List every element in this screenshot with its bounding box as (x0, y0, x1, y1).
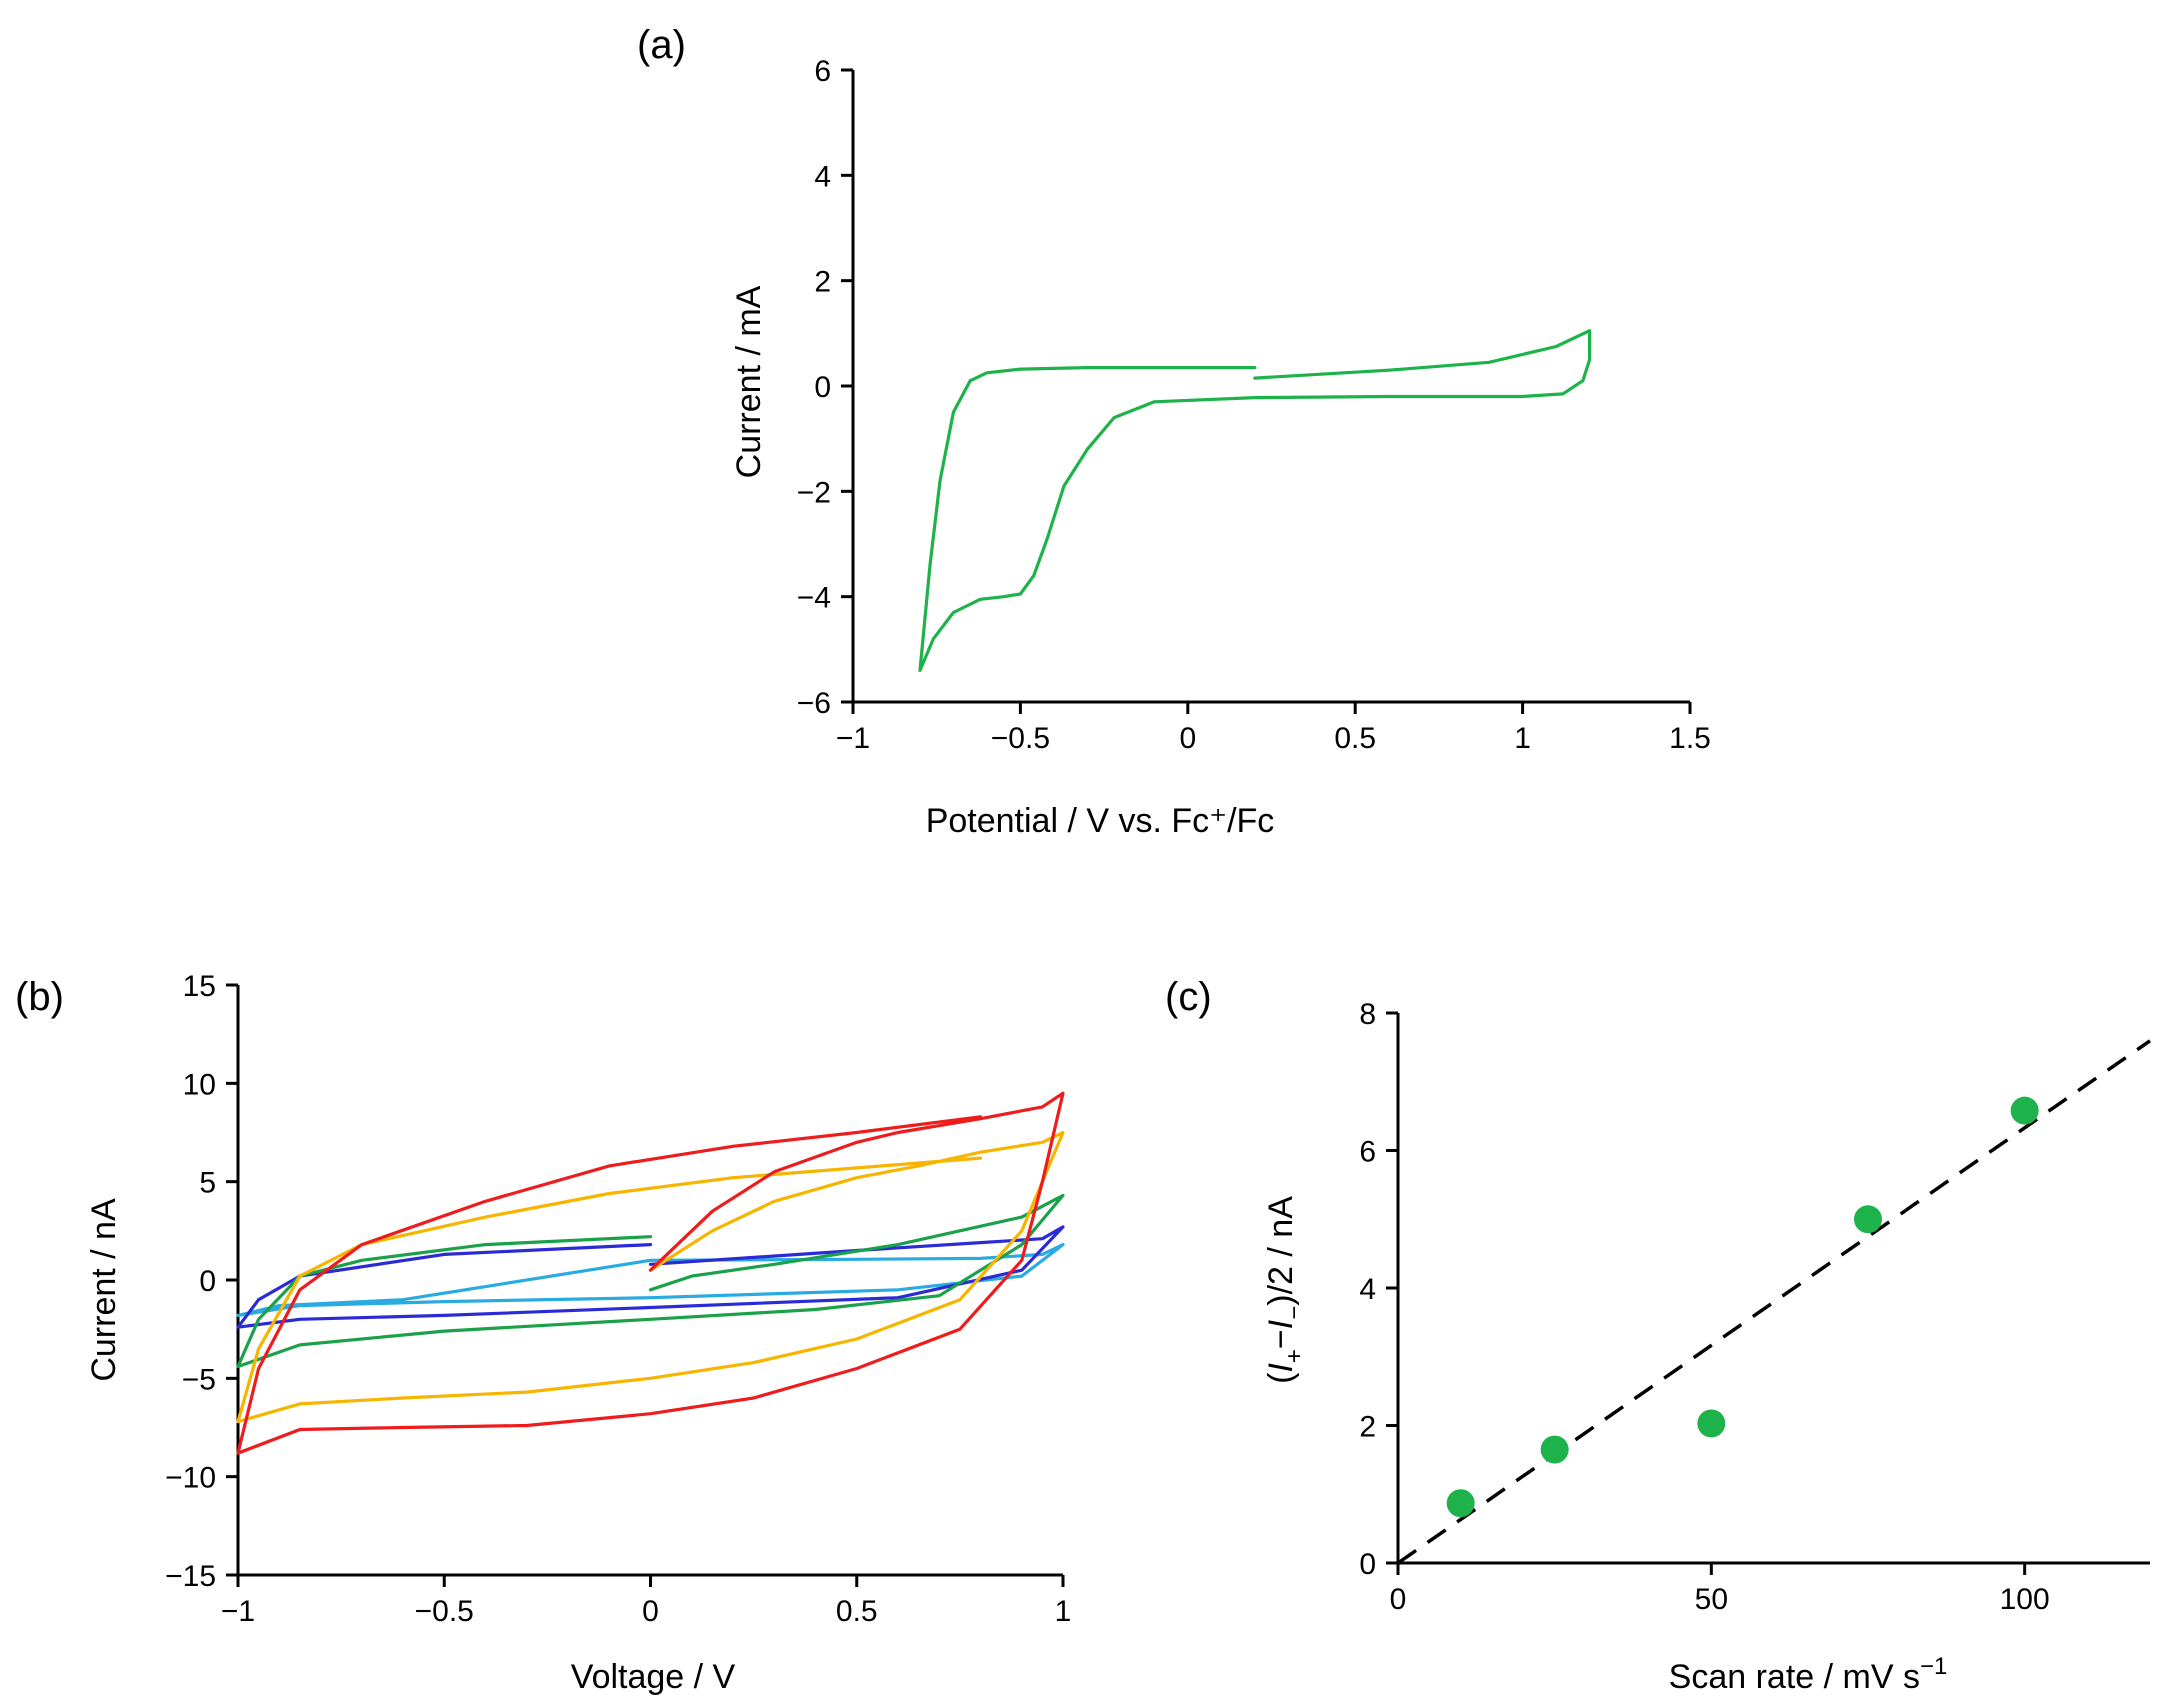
panel-c-y-tick-label: 8 (1359, 998, 1376, 1031)
panel-c-y-tick-label: 2 (1359, 1411, 1376, 1444)
panel-a-plot: −1 −0.5 0 0.5 1 1.5 6 4 2 0 −2 −4 −6 (797, 55, 1711, 755)
panel-b-y-tick-label: −15 (165, 1560, 216, 1593)
panel-b-ylabel: Current / nA (85, 1198, 123, 1382)
panel-c-x-tick-label: 100 (2000, 1583, 2050, 1616)
panel-c-x-tick-label: 0 (1390, 1583, 1407, 1616)
panel-b-series-line-3 (236, 1130, 1065, 1424)
panel-a-y-tick-label: −4 (797, 582, 831, 615)
panel-b-y-tick-label: 15 (183, 970, 216, 1003)
panel-c-data-point (1854, 1205, 1882, 1234)
panel-c-data-point (1697, 1409, 1726, 1438)
panel-b-series-line-2 (236, 1193, 1065, 1369)
panel-c-y-tick-label: 6 (1359, 1136, 1376, 1169)
panel-b-x-tick-label: 0 (642, 1595, 659, 1628)
panel-a-y-tick-label: 4 (814, 160, 831, 193)
panel-b-y-tick-label: 10 (183, 1068, 216, 1101)
panel-b-x-tick-label: 1 (1055, 1595, 1072, 1628)
panel-label-a: (a) (637, 23, 686, 67)
panel-a-x-tick-label: −1 (836, 722, 870, 755)
panel-a-y-tick-label: −6 (797, 687, 831, 720)
panel-c-data-point (1446, 1489, 1475, 1518)
panel-a-x-tick-label: 0 (1179, 722, 1196, 755)
panel-a-y-tick-label: 0 (814, 371, 831, 404)
panel-c-plot: 0 50 100 0 2 4 6 8 (1359, 998, 2151, 1616)
panel-c-data-point (2010, 1096, 2039, 1125)
panel-label-b: (b) (15, 975, 64, 1019)
panel-a-x-tick-label: 0.5 (1334, 722, 1376, 755)
panel-b-y-tick-label: −10 (165, 1462, 216, 1495)
panel-b-y-tick-label: −5 (182, 1363, 216, 1396)
panel-label-c: (c) (1165, 975, 1212, 1019)
panel-b-plot: −1 −0.5 0 0.5 1 15 10 5 0 −5 −10 −15 (165, 970, 1071, 1628)
panel-a-ylabel: Current / mA (730, 285, 768, 478)
panel-b-x-tick-label: 0.5 (836, 1595, 878, 1628)
panel-b-series-line-4 (236, 1091, 1065, 1455)
panel-b-x-tick-label: −0.5 (415, 1595, 474, 1628)
panel-c-ylabel: (I+−I−)/2 / nA (1262, 1196, 1308, 1384)
panel-c-fit-line (1397, 1039, 2151, 1565)
panel-a-y-tick-label: −2 (797, 476, 831, 509)
panel-b-xlabel: Voltage / V (571, 1658, 736, 1696)
panel-b-x-tick-label: −1 (221, 1595, 255, 1628)
panel-c-y-tick-label: 4 (1359, 1273, 1376, 1306)
panel-b-series-line-1 (236, 1225, 1065, 1329)
panel-a-xlabel: Potential / V vs. Fc⁺/Fc (926, 802, 1275, 840)
panel-c-x-tick-label: 50 (1695, 1583, 1728, 1616)
panel-c-y-tick-label: 0 (1359, 1548, 1376, 1581)
panel-a-y-tick-label: 2 (814, 266, 831, 299)
panel-a-x-tick-label: 1.5 (1669, 722, 1711, 755)
panel-a-y-tick-label: 6 (814, 55, 831, 88)
panel-a-x-tick-label: 1 (1514, 722, 1531, 755)
panel-c-data-point (1540, 1435, 1569, 1464)
panel-c-xlabel: Scan rate / mV s−1 (1669, 1653, 1948, 1696)
panel-b-y-tick-label: 5 (199, 1167, 216, 1200)
panel-b-y-tick-label: 0 (199, 1265, 216, 1298)
panel-b-series-line-0 (236, 1242, 1065, 1318)
panel-a-x-tick-label: −0.5 (991, 722, 1050, 755)
panel-a-series-line-0 (918, 329, 1592, 673)
